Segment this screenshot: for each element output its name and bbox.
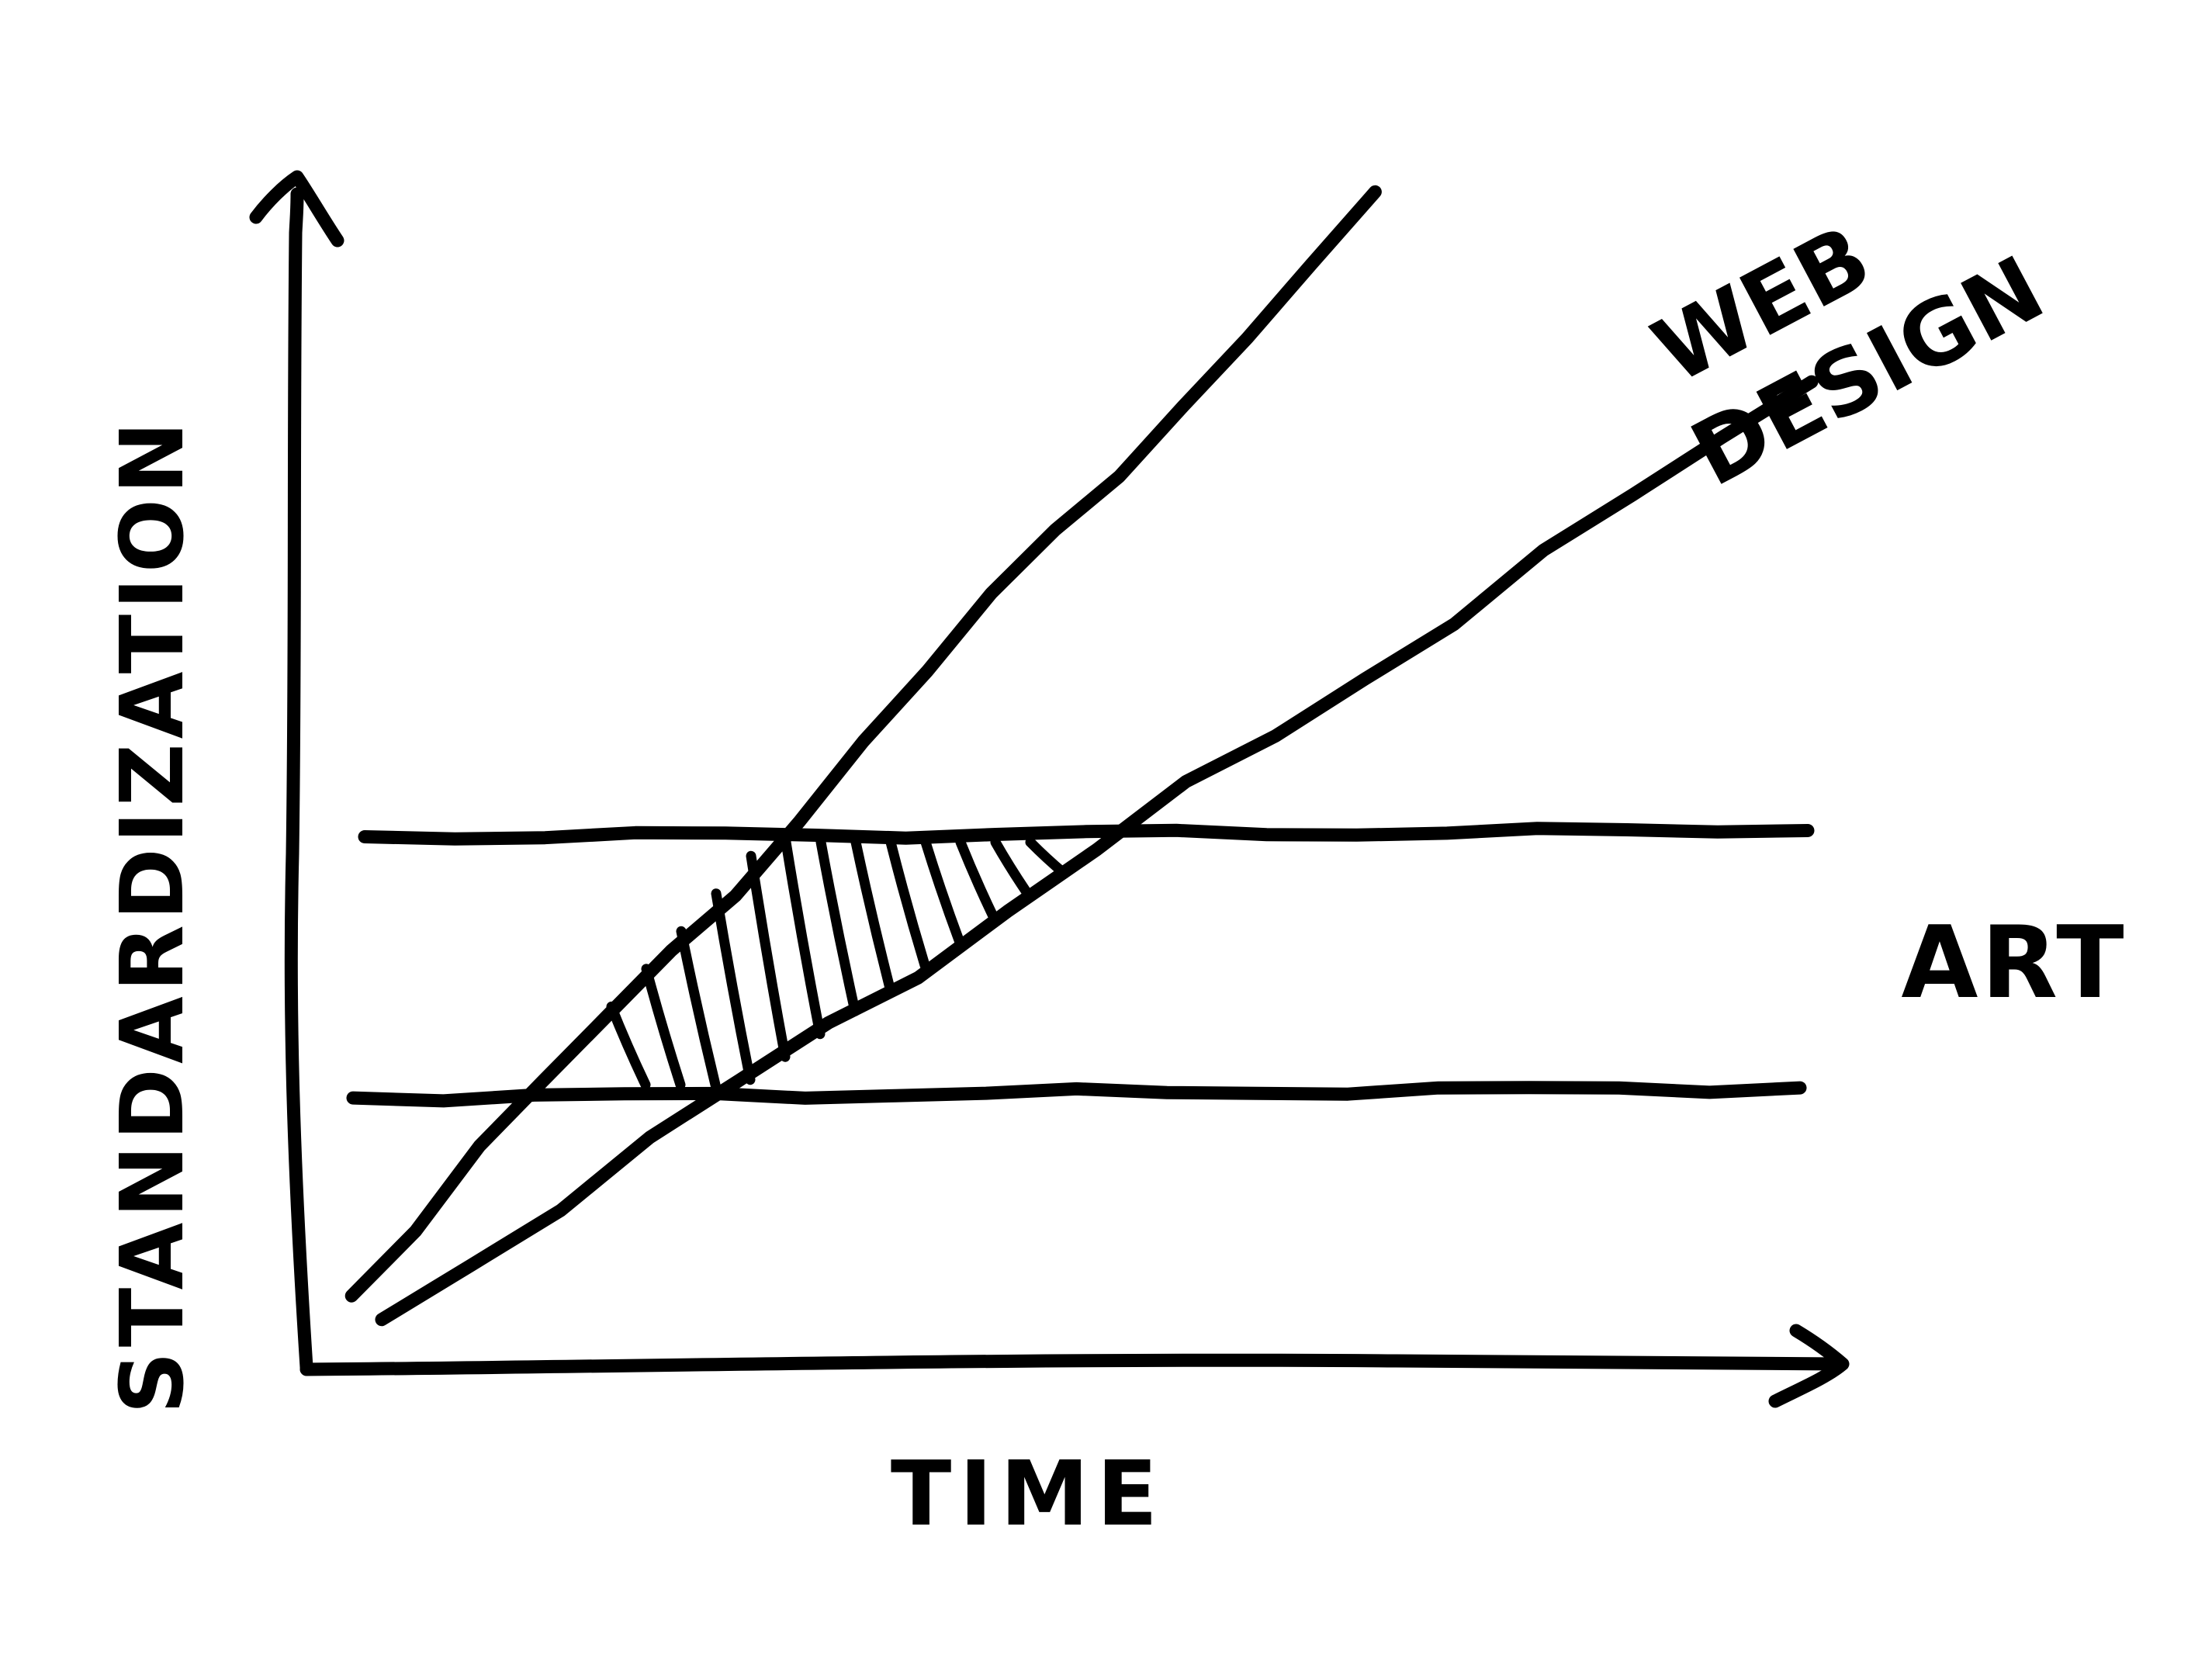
overlap-hatch-stroke xyxy=(990,837,1035,902)
overlap-hatch-stroke xyxy=(606,1001,651,1090)
x-axis-arrowhead xyxy=(1768,1324,1850,1408)
y-axis-line xyxy=(284,187,313,1374)
x-axis-label: TIME xyxy=(891,1442,1165,1546)
overlap-hatch-stroke xyxy=(885,837,930,971)
overlap-hatch-stroke xyxy=(641,964,686,1090)
overlap-hatch-stroke xyxy=(815,837,860,1016)
y-axis-arrowhead xyxy=(249,170,344,248)
art-lower-line xyxy=(346,1081,1807,1108)
overlap-hatch-stroke xyxy=(746,850,791,1062)
x-axis-line xyxy=(299,1353,1846,1376)
overlap-hatch-stroke xyxy=(955,837,1000,925)
overlap-hatch-stroke xyxy=(676,926,721,1090)
overlap-hatch-stroke xyxy=(920,837,965,948)
overlap-hatch-stroke xyxy=(850,837,895,994)
overlap-hatch-stroke xyxy=(1025,837,1070,879)
art-upper-line xyxy=(358,822,1815,846)
series-label-art: ART xyxy=(1901,905,2127,1021)
overlap-hatch-stroke xyxy=(711,888,756,1085)
y-axis-label: STANDARDIZATION xyxy=(102,417,203,1414)
overlap-hatch-stroke xyxy=(781,837,826,1040)
web-design-lower-line xyxy=(375,375,1819,1327)
web-design-upper-line xyxy=(344,185,1382,1303)
